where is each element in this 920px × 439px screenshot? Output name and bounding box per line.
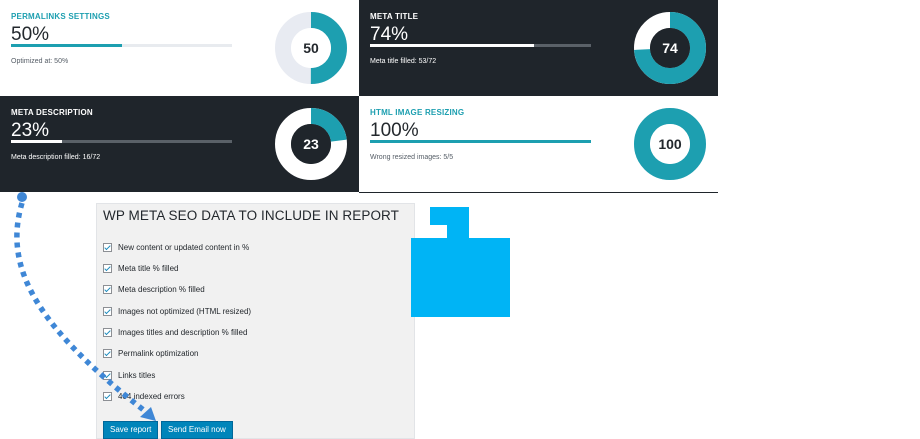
- card-note: Meta description filled: 16/72: [11, 154, 101, 161]
- option-label: New content or updated content in %: [118, 242, 250, 252]
- progress-bar-fill: [370, 44, 534, 47]
- dotted-arrow-icon: [14, 192, 156, 421]
- card-title: META DESCRIPTION: [11, 108, 93, 117]
- checkbox[interactable]: [103, 391, 112, 401]
- checkbox[interactable]: [103, 284, 112, 294]
- card-title: HTML IMAGE RESIZING: [370, 108, 465, 117]
- meta-title-card: META TITLE 74% Meta title filled: 53/72 …: [359, 0, 718, 96]
- checkbox[interactable]: [103, 263, 112, 273]
- donut-label: 100: [658, 136, 682, 152]
- option-404-errors[interactable]: 404 indexed errors: [103, 390, 185, 402]
- donut-label: 23: [303, 136, 319, 152]
- option-label: Meta description % filled: [118, 284, 205, 294]
- progress-bar-fill: [370, 140, 591, 143]
- card-note: Optimized at: 50%: [11, 58, 69, 65]
- progress-bar: [11, 140, 232, 143]
- option-label: Images not optimized (HTML resized): [118, 306, 252, 316]
- checkbox[interactable]: [103, 242, 112, 252]
- logo-icon: [411, 207, 510, 317]
- panel-title: WP META SEO DATA TO INCLUDE IN REPORT: [103, 208, 400, 223]
- progress-bar-fill: [11, 44, 122, 47]
- donut-chart: 23: [275, 108, 347, 180]
- progress-bar: [11, 44, 232, 47]
- progress-bar-fill: [11, 140, 62, 143]
- donut-chart: 50: [275, 12, 347, 84]
- checkbox[interactable]: [103, 327, 112, 337]
- option-permalink[interactable]: Permalink optimization: [103, 347, 198, 359]
- card-title: PERMALINKS SETTINGS: [11, 12, 110, 21]
- donut-label: 50: [303, 40, 319, 56]
- checkbox[interactable]: [103, 306, 112, 316]
- option-label: Meta title % filled: [118, 263, 179, 273]
- option-label: Links titles: [118, 370, 156, 380]
- option-label: Images titles and description % filled: [118, 327, 248, 337]
- option-meta-description[interactable]: Meta description % filled: [103, 283, 205, 295]
- option-images-titles[interactable]: Images titles and description % filled: [103, 326, 247, 338]
- html-image-resizing-card: HTML IMAGE RESIZING 100% Wrong resized i…: [359, 96, 718, 192]
- option-new-content[interactable]: New content or updated content in %: [103, 241, 249, 253]
- progress-bar: [370, 140, 591, 143]
- card-note: Wrong resized images: 5/5: [370, 154, 454, 161]
- option-meta-title[interactable]: Meta title % filled: [103, 262, 178, 274]
- checkbox[interactable]: [103, 348, 112, 358]
- option-images-not-optimized[interactable]: Images not optimized (HTML resized): [103, 305, 251, 317]
- option-label: Permalink optimization: [118, 348, 199, 358]
- permalinks-settings-card: PERMALINKS SETTINGS 50% Optimized at: 50…: [0, 0, 359, 96]
- donut-label: 74: [662, 40, 678, 56]
- donut-chart: 100: [634, 108, 706, 180]
- card-percent: 50%: [11, 24, 50, 45]
- card-divider: [359, 192, 718, 193]
- card-note: Meta title filled: 53/72: [370, 58, 437, 65]
- donut-chart: 74: [634, 12, 706, 84]
- card-percent: 74%: [370, 24, 409, 45]
- progress-bar: [370, 44, 591, 47]
- option-label: 404 indexed errors: [118, 391, 185, 401]
- meta-description-card: META DESCRIPTION 23% Meta description fi…: [0, 96, 359, 192]
- card-percent: 23%: [11, 120, 50, 141]
- card-percent: 100%: [370, 120, 419, 141]
- card-title: META TITLE: [370, 12, 419, 21]
